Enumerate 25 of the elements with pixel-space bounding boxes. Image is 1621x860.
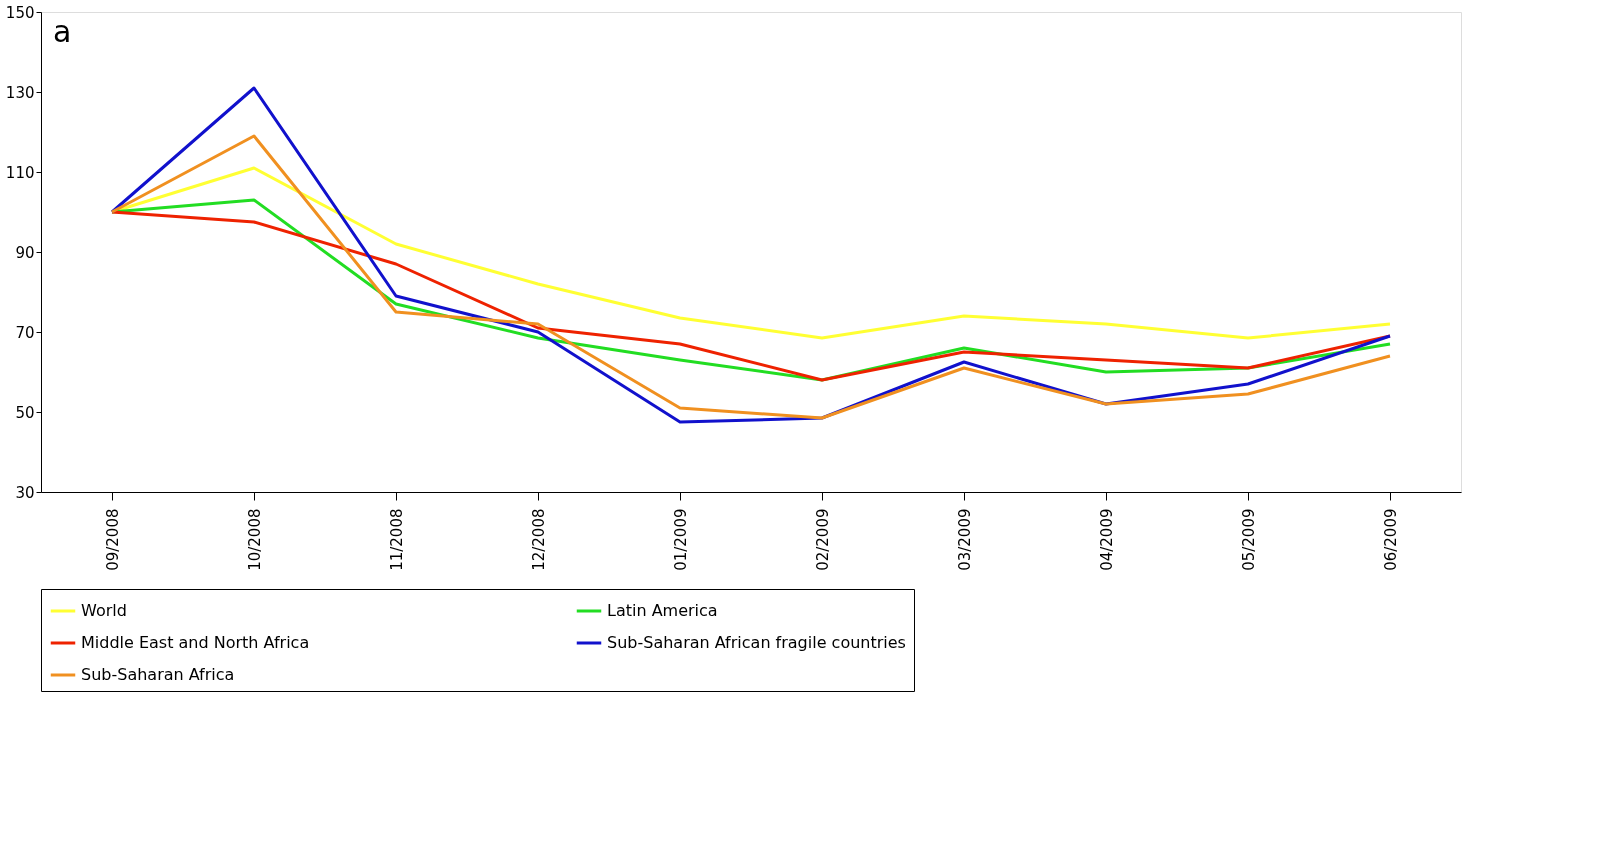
annotation: a xyxy=(53,14,72,49)
legend-label: World xyxy=(81,601,127,620)
legend-label: Sub-Saharan Africa xyxy=(81,665,235,684)
legend-label: Sub-Saharan African fragile countries xyxy=(607,633,906,652)
x-tick-label: 01/2009 xyxy=(671,508,690,571)
y-tick-label: 130 xyxy=(5,83,35,102)
x-tick-label: 05/2009 xyxy=(1239,508,1258,571)
line-series xyxy=(110,86,1392,424)
legend-label: Middle East and North Africa xyxy=(81,633,310,652)
y-tick-label: 110 xyxy=(5,163,35,182)
x-tick-label: 06/2009 xyxy=(1381,508,1400,571)
x-tick-label: 12/2008 xyxy=(529,508,548,571)
y-tick-label: 50 xyxy=(15,403,35,422)
legend-label: Latin America xyxy=(607,601,718,620)
x-tick-label: 03/2009 xyxy=(955,508,974,571)
y-tick-label: 90 xyxy=(15,243,35,262)
y-tick-label: 70 xyxy=(15,323,35,342)
x-tick-label: 11/2008 xyxy=(387,508,406,571)
y-tick-label: 30 xyxy=(15,483,35,502)
line-series xyxy=(110,134,1392,420)
x-tick-label: 04/2009 xyxy=(1097,508,1116,571)
y-tick-label: 150 xyxy=(5,3,35,22)
x-tick-label: 02/2009 xyxy=(813,508,832,571)
x-tick-label: 09/2008 xyxy=(103,508,122,571)
x-tick-label: 10/2008 xyxy=(245,508,264,571)
